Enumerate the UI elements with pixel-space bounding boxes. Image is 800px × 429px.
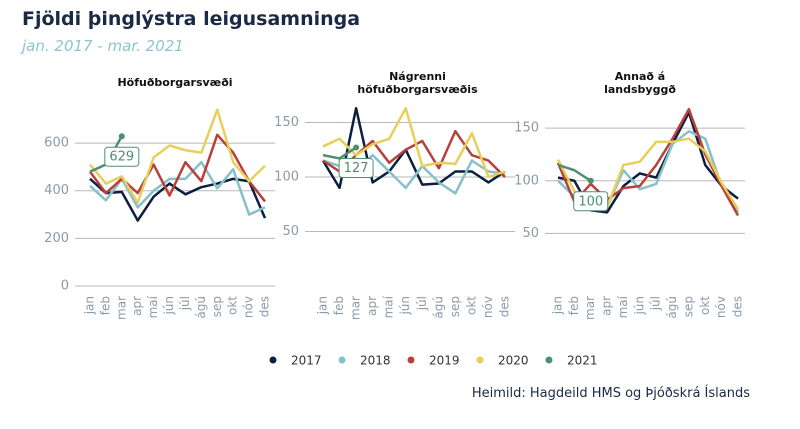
x-tick-label: feb [98, 296, 112, 315]
y-tick-label: 400 [44, 183, 69, 198]
x-tick-label: des [498, 296, 512, 317]
x-tick-label: apr [365, 296, 379, 316]
x-tick-label: jan [83, 296, 97, 315]
legend-marker [476, 356, 484, 364]
panel-title: Nágrenni höfuðborgarsvæðis [357, 70, 478, 96]
legend-label: 2017 [291, 354, 322, 368]
y-tick-label: 100 [274, 169, 299, 184]
series-line [557, 163, 592, 182]
legend-marker [338, 356, 346, 364]
x-tick-label: jún [398, 296, 412, 316]
x-tick-label: sep [448, 296, 462, 317]
series-line [322, 107, 506, 179]
end-point [353, 144, 360, 151]
legend-marker [269, 356, 277, 364]
title: Fjöldi þinglýstra leigusamninga [22, 8, 361, 30]
legend-label: 2018 [360, 354, 391, 368]
x-tick-label: jan [316, 296, 330, 315]
data-label: 127 [344, 161, 369, 176]
y-tick-label: 50 [282, 224, 299, 239]
series-line [556, 107, 740, 217]
x-tick-label: mar [583, 296, 597, 320]
y-tick-label: 600 [44, 136, 69, 151]
series-line [88, 133, 266, 203]
data-label-box [104, 146, 140, 167]
series-line [322, 129, 506, 178]
series-line [321, 107, 506, 190]
x-tick-label: nóv [242, 296, 256, 318]
x-tick-label: mar [114, 296, 128, 320]
legend-marker [545, 356, 553, 364]
source: Heimild: Hagdeild HMS og Þjóðskrá Ísland… [471, 386, 750, 401]
x-tick-label: sep [681, 296, 695, 317]
panel-title: Höfuðborgarsvæði [117, 76, 233, 89]
x-tick-label: jún [162, 296, 176, 316]
x-tick-label: ágú [665, 296, 679, 319]
data-label: 100 [578, 194, 603, 209]
panel-title: Annað á landsbyggð [604, 70, 676, 96]
subtitle: jan. 2017 - mar. 2021 [22, 37, 184, 55]
data-label-box [573, 191, 609, 212]
x-tick-label: feb [567, 296, 581, 315]
series-line [89, 108, 266, 204]
x-tick-label: ágú [431, 296, 445, 319]
y-tick-label: 150 [274, 115, 299, 130]
x-tick-label: júl [415, 296, 429, 311]
y-tick-label: 50 [522, 226, 539, 241]
series-line [322, 146, 357, 160]
x-tick-label: nóv [714, 296, 728, 318]
data-label: 629 [109, 150, 134, 165]
x-tick-label: des [258, 296, 272, 317]
x-tick-label: júl [178, 296, 192, 311]
x-tick-label: ágú [194, 296, 208, 319]
x-tick-label: okt [698, 296, 712, 315]
legend-label: 2021 [567, 354, 598, 368]
end-point [118, 133, 125, 140]
x-tick-label: jan [551, 296, 565, 315]
legend-marker [407, 356, 415, 364]
x-tick-label: apr [130, 296, 144, 316]
x-tick-label: maí [146, 295, 160, 318]
x-tick-label: maí [382, 295, 396, 318]
y-tick-label: 150 [514, 121, 539, 136]
x-tick-label: okt [226, 296, 240, 315]
x-tick-label: maí [616, 295, 630, 318]
data-label-box [338, 158, 374, 179]
x-tick-label: apr [600, 296, 614, 316]
x-tick-label: feb [332, 296, 346, 315]
y-tick-label: 0 [61, 279, 69, 294]
y-tick-label: 200 [44, 231, 69, 246]
x-tick-label: nóv [481, 296, 495, 318]
x-tick-label: mar [349, 296, 363, 320]
x-tick-label: sep [210, 296, 224, 317]
x-tick-label: júl [649, 296, 663, 311]
end-point [587, 177, 594, 184]
legend-label: 2019 [429, 354, 460, 368]
x-tick-label: jún [632, 296, 646, 316]
x-tick-label: okt [464, 296, 478, 315]
x-tick-label: des [731, 296, 745, 317]
legend-label: 2020 [498, 354, 529, 368]
y-tick-label: 100 [514, 173, 539, 188]
